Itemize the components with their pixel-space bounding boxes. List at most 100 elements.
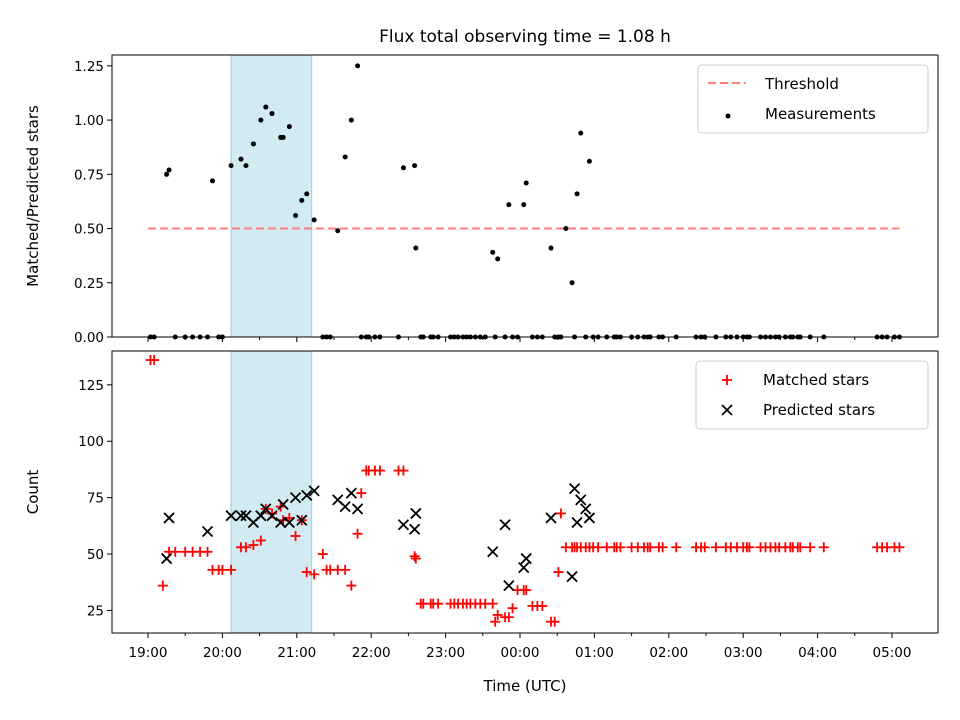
matched-star-point (240, 542, 251, 553)
predicted-star-point (545, 512, 557, 524)
bottom-y-ticks: 25 50 75 100 125 (78, 378, 112, 619)
top-y-tick-label-5: 1.25 (74, 59, 104, 75)
measurement-point (263, 104, 269, 110)
matched-star-point (487, 598, 498, 609)
measurement-point (563, 226, 569, 232)
predicted-star-point (499, 519, 511, 531)
bottom-axes-frame (111, 350, 939, 634)
legend-predicted-label: Predicted stars (763, 401, 875, 419)
top-y-ticks: 0.00 0.25 0.50 0.75 1.00 1.25 (74, 59, 112, 346)
matched-star-point (521, 585, 532, 596)
matched-star-point (744, 542, 755, 553)
matched-star-point (410, 553, 421, 564)
top-panel: 0.00 0.25 0.50 0.75 1.00 1.25 Flux total obse… (24, 27, 939, 346)
predicted-star-point (235, 510, 247, 522)
predicted-star-point (351, 503, 364, 515)
predicted-star-point (518, 561, 530, 574)
predicted-star-point (583, 512, 596, 524)
x-tick-label-9: 04:00 (798, 645, 837, 661)
matched-star-point (149, 355, 160, 366)
matched-star-point (894, 542, 905, 553)
measurement-point (586, 158, 592, 164)
matched-star-point (170, 546, 181, 557)
measurement-point (490, 249, 496, 255)
x-tick-label-1: 20:00 (203, 645, 242, 661)
top-y-tick-label-2: 0.50 (74, 222, 104, 238)
matched-star-point (657, 542, 668, 553)
predicted-star-point (566, 570, 578, 583)
measurement-point (299, 197, 305, 203)
predicted-star-point (408, 523, 421, 535)
bottom-y-tick-label-3: 100 (78, 434, 104, 450)
matched-star-point (255, 535, 266, 546)
top-y-tick-label-0: 0.00 (74, 330, 104, 346)
x-tick-label-3: 22:00 (352, 645, 391, 661)
predicted-star-points (160, 482, 596, 592)
matched-star-point (409, 551, 420, 562)
predicted-star-point (225, 510, 237, 522)
x-tick-label-6: 01:00 (575, 645, 614, 661)
matched-star-point (398, 465, 409, 476)
predicted-star-point (163, 512, 175, 524)
matched-star-point (795, 542, 806, 553)
legend-predicted-marker (721, 404, 733, 416)
matched-star-points (145, 355, 905, 627)
legend-threshold-label: Threshold (764, 75, 839, 93)
measurement-point (311, 217, 317, 223)
matched-star-point (503, 612, 514, 623)
x-tick-label-2: 21:00 (277, 645, 316, 661)
predicted-star-point (266, 510, 278, 522)
measurement-point (304, 191, 310, 197)
matched-star-point (537, 600, 548, 611)
measurement-point (413, 245, 419, 251)
top-y-tick-label-1: 0.25 (74, 276, 104, 292)
legend-measurements-swatch (725, 113, 731, 119)
legend-matched-label: Matched stars (763, 371, 869, 389)
predicted-star-point (283, 516, 295, 529)
predicted-star-point (397, 519, 410, 531)
matched-star-point (507, 603, 518, 614)
predicted-star-point (289, 492, 302, 504)
bottom-legend: Matched stars Predicted stars (695, 360, 929, 430)
bottom-y-tick-label-2: 75 (87, 491, 104, 507)
matched-star-point (248, 540, 259, 551)
predicted-star-point (308, 485, 320, 497)
matched-star-point (226, 564, 237, 575)
predicted-star-point (277, 498, 289, 511)
bottom-x-ticks: 19:00 20:00 21:00 22:00 23:00 00:00 01:00 02:00… (129, 633, 911, 661)
matched-star-point (309, 569, 320, 580)
measurement-point (286, 124, 292, 130)
matched-star-point (615, 542, 626, 553)
predicted-star-point (410, 507, 422, 520)
bottom-highlight-span (230, 350, 313, 634)
measurement-point (164, 171, 170, 177)
measurement-point (269, 111, 275, 117)
measurement-point (335, 228, 341, 234)
top-legend: Threshold Measurements (697, 64, 929, 134)
top-highlight-span (230, 54, 313, 338)
measurement-point (342, 154, 348, 160)
matched-star-point (645, 542, 656, 553)
chart-title: Flux total observing time = 1.08 h (379, 27, 671, 47)
predicted-star-point (503, 579, 515, 592)
matched-star-point (217, 564, 228, 575)
x-tick-label-0: 19:00 (129, 645, 168, 661)
bottom-y-axis-label: Count (24, 470, 42, 515)
measurement-point (495, 256, 501, 262)
matched-star-point (301, 567, 312, 578)
top-axes-frame (111, 54, 939, 338)
x-tick-label-5: 00:00 (501, 645, 540, 661)
matched-star-point (671, 542, 682, 553)
matched-star-point (433, 598, 444, 609)
matched-star-point (157, 580, 168, 591)
matched-star-point (492, 609, 503, 620)
legend-matched-marker (722, 375, 732, 385)
legend-matched-swatch (722, 375, 732, 385)
predicted-star-point (568, 482, 581, 495)
bottom-y-tick-label-0: 25 (87, 603, 104, 619)
measurement-point (243, 163, 249, 169)
predicted-star-point (487, 546, 499, 558)
x-tick-label-4: 23:00 (426, 645, 465, 661)
x-axis-label: Time (UTC) (483, 677, 567, 695)
